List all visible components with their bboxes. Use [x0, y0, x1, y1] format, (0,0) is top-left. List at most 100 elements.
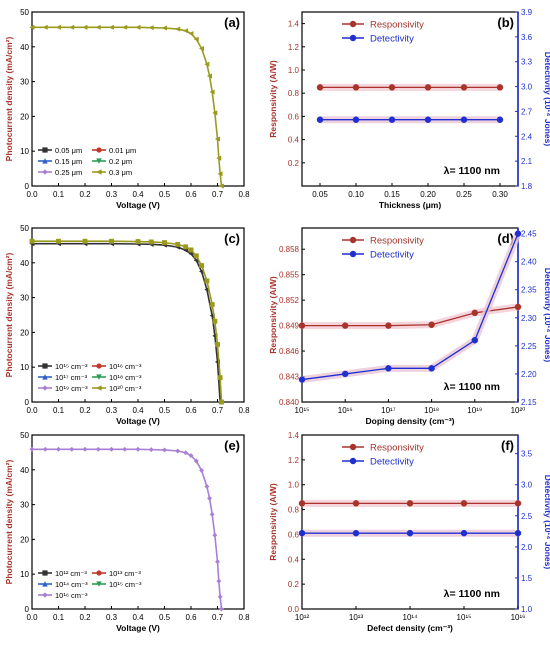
legend-label: 0.05 μm [55, 146, 82, 155]
y-axis-label: Photocurrent density (mA/cm²) [4, 252, 14, 377]
legend-marker [42, 169, 48, 175]
legend-marker [96, 570, 102, 576]
legend-label: 10¹⁶ cm⁻³ [109, 362, 142, 371]
chart-panel-d: 10¹⁵ 10¹⁶ 10¹⁷ 10¹⁸ 10¹⁹ 10²⁰ 0.840 0.843 0.846 0… [268, 227, 550, 426]
y-tick-label: 0 [25, 398, 30, 407]
y2-tick-label: 2.40 [521, 258, 537, 267]
plot-background [302, 12, 518, 186]
x-tick-label: 0.8 [238, 406, 250, 415]
x-tick-label: 0.2 [79, 613, 91, 622]
data-point [135, 446, 141, 452]
x-tick-label: 10¹⁵ [295, 406, 310, 415]
y-tick-label: 10 [20, 147, 29, 156]
data-point [216, 155, 222, 161]
data-point [82, 238, 88, 244]
x-tick-label: 0.15 [384, 190, 400, 199]
data-point [424, 84, 432, 91]
data-point [108, 446, 115, 452]
y2-tick-label: 2.1 [521, 157, 533, 166]
legend-marker [96, 169, 102, 175]
data-point [514, 303, 522, 311]
y-tick-label: 20 [20, 535, 29, 544]
y-tick-label: 0.4 [288, 555, 300, 564]
panel-label: (f) [501, 438, 514, 453]
data-point [82, 24, 88, 30]
x-tick-label: 0.3 [106, 406, 118, 415]
x-tick-label: 0.30 [492, 190, 508, 199]
legend-marker [42, 147, 48, 153]
legend-label: 0.01 μm [109, 146, 136, 155]
y-tick-label: 50 [20, 8, 29, 17]
data-point [182, 28, 189, 34]
y-tick-label: 0.855 [279, 271, 300, 280]
series-detectivity [298, 230, 522, 384]
y2-axis-label: Detectivity (10¹⁴ Jones) [543, 475, 550, 570]
legend-label: 0.15 μm [55, 157, 82, 166]
legend-marker [42, 374, 48, 380]
x-tick-label: 0.3 [106, 613, 118, 622]
data-point [183, 244, 189, 250]
data-point [352, 84, 360, 91]
legend-label: 10¹⁹ cm⁻³ [55, 384, 88, 393]
legend-marker [96, 363, 102, 369]
data-point [496, 84, 504, 91]
legend: 10¹² cm⁻³ 10¹³ cm⁻³ 10¹⁴ cm⁻³ 10¹⁵ cm⁻³ 10¹⁶… [38, 569, 142, 600]
data-point [388, 84, 396, 91]
y2-tick-label: 3.6 [521, 33, 533, 42]
y2-tick-label: 2.25 [521, 342, 537, 351]
panel-label: (c) [224, 231, 240, 246]
data-point [217, 375, 223, 381]
data-point [217, 171, 223, 177]
data-point [174, 26, 181, 32]
legend-marker [349, 443, 357, 451]
data-point [204, 278, 210, 284]
data-point [216, 578, 222, 584]
legend-marker [42, 592, 48, 598]
y-tick-label: 0.840 [279, 398, 300, 407]
chart-panel-b: 0.05 0.10 0.15 0.20 0.25 0.30 0.2 0.4 0.6 0.8 1.0 1… [268, 8, 550, 210]
legend-label: 10¹² cm⁻³ [55, 569, 87, 578]
y-tick-label: 0.852 [279, 296, 300, 305]
legend: 10¹⁵ cm⁻³ 10¹⁶ cm⁻³ 10¹⁷ cm⁻³ 10¹⁸ cm⁻³ 10¹⁹… [38, 362, 142, 393]
y2-tick-label: 3.0 [521, 83, 533, 92]
series-0 [29, 24, 224, 189]
chart-panel-e: 0.0 0.1 0.2 0.3 0.4 0.5 0.6 0.7 0.8 0 10 20 30 40 50 Vo… [4, 431, 250, 633]
x-tick-label: 0.5 [159, 406, 171, 415]
legend-label: 10¹⁸ cm⁻³ [109, 373, 142, 382]
data-point [199, 263, 205, 269]
plot-background [302, 435, 518, 609]
data-point [188, 30, 194, 37]
x-tick-label: 0.10 [348, 190, 364, 199]
wavelength-annotation: λ= 1100 nm [444, 381, 500, 393]
y-tick-label: 0.843 [279, 373, 300, 382]
y-tick-label: 30 [20, 294, 29, 303]
x-tick-label: 0.3 [106, 190, 118, 199]
legend-marker [42, 581, 48, 587]
legend-marker [349, 457, 357, 465]
legend-marker [349, 250, 357, 258]
data-point [42, 24, 48, 30]
data-point [206, 495, 213, 501]
legend-label: 10¹⁵ cm⁻³ [109, 580, 142, 589]
y2-tick-label: 1.5 [521, 574, 533, 583]
data-point [298, 500, 306, 507]
y-tick-label: 40 [20, 43, 29, 52]
x-tick-label: 0.0 [26, 406, 38, 415]
y-tick-label: 0.4 [288, 136, 300, 145]
x-tick-label: 0.6 [185, 190, 197, 199]
data-point [175, 241, 181, 247]
legend-marker [96, 158, 102, 164]
data-point [460, 84, 468, 91]
x-axis-label: Defect density (cm⁻³) [367, 623, 453, 633]
data-point [212, 532, 218, 538]
y-tick-label: 0.849 [279, 322, 300, 331]
data-point [175, 448, 181, 454]
x-tick-label: 0.0 [26, 613, 38, 622]
y-tick-label: 0 [25, 182, 30, 191]
y2-tick-label: 3.9 [521, 8, 533, 17]
data-point [204, 61, 210, 67]
data-point [109, 238, 114, 244]
y-tick-label: 0.846 [279, 347, 300, 356]
x-tick-label: 0.5 [159, 190, 171, 199]
data-point [218, 606, 225, 612]
